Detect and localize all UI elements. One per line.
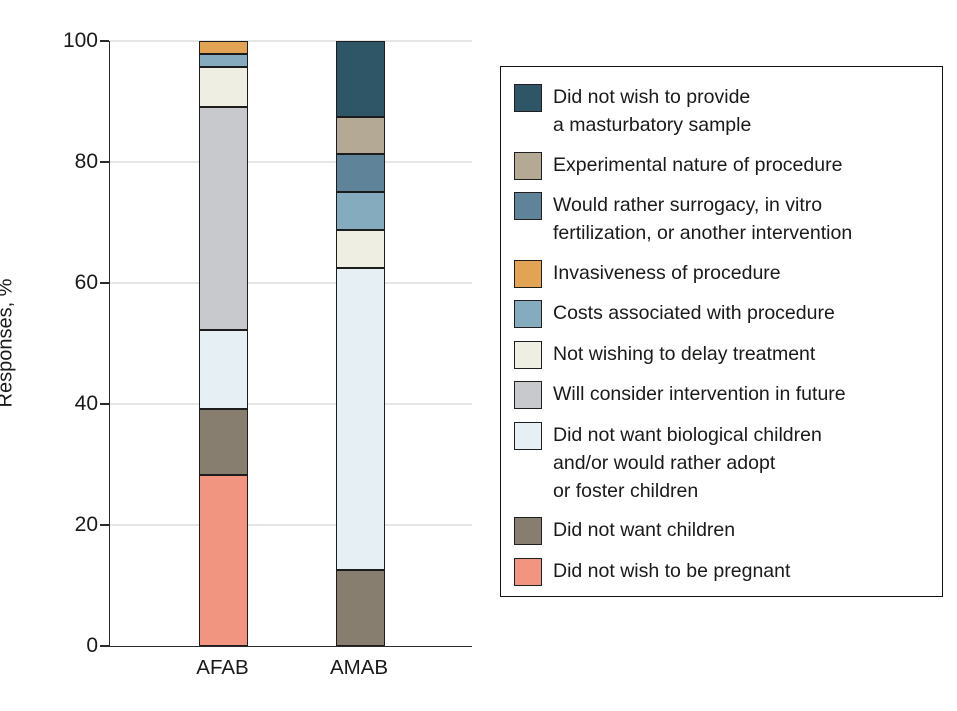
legend-swatch-icon: [514, 84, 542, 112]
legend-item: Did not wish to provide a masturbatory s…: [514, 83, 930, 139]
gridline-60: [110, 282, 472, 284]
bar-segment-amab-2: [335, 267, 385, 571]
legend-swatch-icon: [514, 381, 542, 409]
legend-swatch-icon: [514, 421, 542, 450]
legend-item-label: Did not wish to be pregnant: [553, 559, 791, 582]
bar-segment-afab-0: [199, 475, 248, 646]
bar-segment-amab-9: [335, 41, 385, 117]
bar-amab: [335, 41, 385, 646]
x-axis-label-afab: AFAB: [196, 656, 249, 679]
bar-segment-amab-5: [335, 192, 385, 231]
y-tick-label-100: 100: [62, 29, 98, 52]
y-tick-100: [100, 40, 109, 42]
legend-item: Will consider intervention in future: [514, 380, 930, 409]
bar-segment-afab-1: [199, 409, 248, 476]
bar-segment-amab-4: [335, 230, 385, 268]
bar-afab: [199, 41, 248, 646]
y-tick-label-80: 80: [74, 150, 98, 173]
legend-item-label: Did not want biological children and/or …: [553, 423, 822, 502]
legend-item: Not wishing to delay treatment: [514, 340, 930, 369]
bar-segment-afab-3: [199, 106, 248, 331]
gridline-80: [110, 161, 472, 163]
legend-swatch-icon: [514, 340, 542, 369]
legend-item-label: Did not want children: [553, 519, 736, 541]
legend-item: Invasiveness of procedure: [514, 259, 930, 288]
bar-segment-amab-1: [335, 570, 385, 646]
y-tick-60: [100, 282, 109, 284]
bar-segment-afab-2: [199, 330, 248, 410]
legend-item-label: Costs associated with procedure: [553, 302, 835, 324]
y-tick-label-20: 20: [74, 513, 98, 536]
legend-swatch-icon: [514, 300, 542, 328]
legend-item: Did not want children: [514, 516, 930, 545]
gridline-40: [110, 403, 472, 405]
legend-item-label: Experimental nature of procedure: [553, 153, 843, 176]
y-tick-label-40: 40: [74, 392, 98, 415]
gridline-20: [110, 524, 472, 526]
legend-swatch-icon: [514, 517, 542, 545]
legend-item-label: Did not wish to provide a masturbatory s…: [553, 86, 752, 136]
y-tick-80: [100, 161, 109, 163]
legend-item: Would rather surrogacy, in vitro fertili…: [514, 191, 930, 247]
legend-swatch-icon: [514, 259, 542, 288]
legend-item: Experimental nature of procedure: [514, 151, 930, 180]
legend-item: Costs associated with procedure: [514, 299, 930, 328]
plot-area: [100, 40, 472, 647]
y-tick-label-60: 60: [74, 271, 98, 294]
legend-swatch-icon: [514, 151, 542, 180]
bar-segment-afab-5: [199, 54, 248, 68]
y-tick-labels: 0 20 40 60 80 100: [0, 29, 98, 657]
y-tick-label-0: 0: [86, 634, 98, 657]
bar-segment-amab-8: [335, 116, 385, 155]
y-tick-0: [100, 645, 109, 647]
legend-item: Did not wish to be pregnant: [514, 557, 930, 586]
legend-swatch-icon: [514, 192, 542, 220]
y-tick-40: [100, 403, 109, 405]
legend-item-label: Will consider intervention in future: [553, 383, 846, 405]
y-tick-20: [100, 524, 109, 526]
legend-item-label: Not wishing to delay treatment: [553, 342, 816, 365]
bar-segment-amab-7: [335, 154, 385, 193]
legend-item: Did not want biological children and/or …: [514, 421, 930, 505]
gridline-100: [110, 40, 472, 42]
legend: Did not wish to provide a masturbatory s…: [500, 66, 943, 597]
x-axis-label-amab: AMAB: [329, 656, 389, 679]
bar-segment-afab-4: [199, 67, 248, 107]
legend-swatch-icon: [514, 557, 542, 586]
legend-item-label: Invasiveness of procedure: [553, 261, 781, 284]
legend-item-label: Would rather surrogacy, in vitro fertili…: [553, 194, 853, 244]
bar-segment-afab-6: [199, 41, 248, 55]
